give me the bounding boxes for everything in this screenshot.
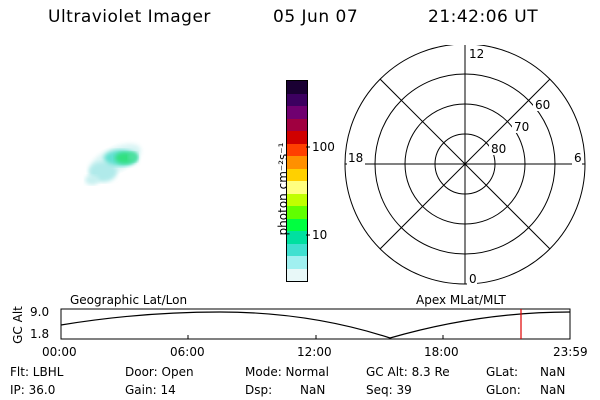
x-tick-0600: 06:00 — [170, 345, 205, 359]
colorbar-band — [287, 231, 307, 244]
gain-info: Gain: 14 — [125, 383, 176, 397]
mlt-label-0: 0 — [469, 272, 477, 286]
colorbar-band — [287, 206, 307, 219]
x-tick-1800: 18:00 — [424, 345, 459, 359]
glon-label: GLon: — [486, 383, 521, 397]
time-label: 21:42:06 UT — [428, 7, 539, 27]
colorbar-band — [287, 156, 307, 169]
altitude-curve — [60, 311, 571, 339]
mlt-label-18: 18 — [348, 151, 363, 165]
lat-label-60: 60 — [535, 98, 550, 112]
colorbar-band — [287, 93, 307, 106]
date-label: 05 Jun 07 — [273, 7, 359, 27]
colorbar-band — [287, 106, 307, 119]
ip-info: IP: 36.0 — [10, 383, 56, 397]
colorbar-band — [287, 243, 307, 256]
colorbar-band — [287, 143, 307, 156]
y-tick-9: 9.0 — [30, 305, 50, 319]
x-tick-1200: 12:00 — [297, 345, 332, 359]
colorbar-label: photon cm⁻²s⁻¹ — [276, 142, 290, 236]
x-tick-0000: 00:00 — [42, 345, 77, 359]
colorbar-band — [287, 118, 307, 131]
colorbar-band — [287, 181, 307, 194]
mode-info: Mode: Normal — [245, 365, 329, 379]
mlt-label-6: 6 — [574, 151, 582, 165]
gc-alt-axis-label: GC Alt — [11, 306, 25, 344]
door-info: Door: Open — [125, 365, 194, 379]
colorbar-ticks — [306, 146, 310, 236]
aurora-image — [85, 143, 141, 185]
x-tick-2359: 23:59 — [553, 345, 588, 359]
seq-info: Seq: 39 — [366, 383, 412, 397]
colorbar-tick-10: 10 — [312, 228, 328, 242]
colorbar-band — [287, 168, 307, 181]
lat-label-80: 80 — [491, 142, 506, 156]
y-tick-1.8: 1.8 — [30, 327, 50, 341]
glat-value: NaN — [540, 365, 566, 379]
glat-label: GLat: — [486, 365, 519, 379]
lat-label-70: 70 — [514, 120, 529, 134]
dsp-value: NaN — [300, 383, 326, 397]
colorbar-band — [287, 256, 307, 269]
altitude-plot — [60, 308, 571, 340]
dsp-label: Dsp: — [245, 383, 273, 397]
colorbar-band — [287, 218, 307, 231]
colorbar-band — [287, 268, 307, 281]
geographic-label: Geographic Lat/Lon — [70, 293, 188, 307]
colorbar-tick-100: 100 — [312, 140, 335, 154]
colorbar-band — [287, 131, 307, 144]
instrument-title: Ultraviolet Imager — [48, 7, 211, 27]
mlt-label-12: 12 — [469, 47, 484, 61]
apex-label: Apex MLat/MLT — [416, 293, 506, 307]
glon-value: NaN — [540, 383, 566, 397]
colorbar — [286, 80, 308, 282]
polar-plot: 12 0 18 6 60 70 80 — [344, 45, 586, 286]
gcalt-info: GC Alt: 8.3 Re — [366, 365, 450, 379]
colorbar-band — [287, 193, 307, 206]
flt-info: Flt: LBHL — [10, 365, 64, 379]
colorbar-band — [287, 81, 307, 94]
